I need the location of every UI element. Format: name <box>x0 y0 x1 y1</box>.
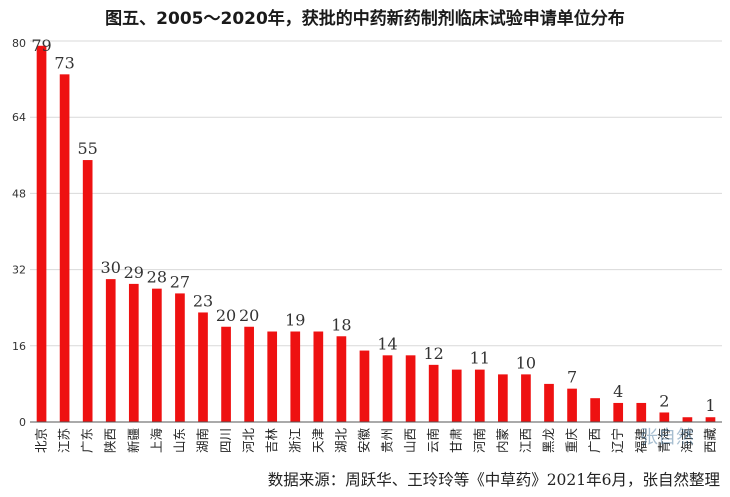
y-tick-label: 0 <box>19 416 26 429</box>
x-tick-label: 青海 <box>656 428 671 454</box>
bar-甘肃 <box>451 369 462 422</box>
x-tick-label: 四川 <box>218 428 233 453</box>
bar-新疆 <box>128 283 139 422</box>
x-tick-label: 福建 <box>633 428 648 454</box>
x-tick-label: 云南 <box>426 428 441 453</box>
data-label: 30 <box>101 258 121 277</box>
x-tick-label: 辽宁 <box>610 428 625 453</box>
bar-山西 <box>405 355 416 422</box>
data-label: 14 <box>377 334 397 353</box>
bar-河北 <box>244 326 254 422</box>
chart-title: 图五、2005～2020年，获批的中药新药制剂临床试验申请单位分布 <box>105 9 625 29</box>
gridlines <box>30 40 722 347</box>
data-label: 18 <box>331 315 351 334</box>
bar-广西 <box>590 398 600 422</box>
data-label: 4 <box>613 382 623 401</box>
x-tick-label: 江苏 <box>57 428 72 453</box>
bar-上海 <box>152 288 162 422</box>
bar-西藏 <box>705 417 716 422</box>
x-tick-label: 新疆 <box>126 428 141 453</box>
x-tick-label: 贵州 <box>380 428 395 453</box>
bar-河南 <box>474 369 485 422</box>
y-axis-ticks: 0 16 32 48 64 80 <box>12 37 26 429</box>
x-tick-label: 北京 <box>34 428 49 453</box>
bar-内蒙 <box>498 374 508 422</box>
bar-北京 <box>36 45 47 422</box>
x-tick-label: 上海 <box>149 428 164 454</box>
x-tick-label: 广西 <box>587 428 602 453</box>
data-label: 29 <box>124 263 144 282</box>
x-axis-ticks: 北京 江苏 广东 陕西 新疆 上海 山东 湖南 四川 河北 吉林 浙江 天津 湖北 安徽 贵州 山西 云南 甘肃 河南… <box>34 428 718 454</box>
bar-云南 <box>428 364 439 422</box>
x-tick-label: 安徽 <box>356 428 371 454</box>
bar-天津 <box>313 331 324 422</box>
data-label: 23 <box>193 291 213 310</box>
y-tick-label: 80 <box>12 37 26 50</box>
data-label: 79 <box>31 36 51 55</box>
x-tick-label: 湖南 <box>195 428 210 453</box>
x-tick-label: 浙江 <box>287 428 302 453</box>
data-label: 20 <box>239 306 259 325</box>
x-tick-label: 西藏 <box>702 428 717 454</box>
bar-四川 <box>221 326 231 422</box>
bar-江西 <box>521 374 531 422</box>
bar-湖北 <box>336 336 347 422</box>
data-label: 11 <box>470 349 490 368</box>
x-tick-label: 广东 <box>80 428 95 453</box>
watermark: 张自然 <box>640 427 694 448</box>
x-tick-label: 海南 <box>679 428 694 453</box>
data-label: 55 <box>77 139 97 158</box>
bar-山东 <box>175 293 185 422</box>
x-tick-label: 湖北 <box>333 428 348 454</box>
x-tick-label: 山东 <box>172 428 187 453</box>
y-tick-label: 32 <box>12 264 26 277</box>
data-label: 12 <box>423 344 443 363</box>
y-tick-label: 48 <box>12 187 26 200</box>
x-tick-label: 河南 <box>472 428 487 453</box>
x-tick-label: 重庆 <box>564 428 579 454</box>
bar-青海 <box>659 412 670 422</box>
bar-黑龙 <box>544 383 554 422</box>
y-tick-label: 16 <box>12 340 26 353</box>
bar-福建 <box>636 402 647 422</box>
data-label: 7 <box>567 368 577 387</box>
x-tick-label: 甘肃 <box>449 428 464 453</box>
bar-重庆 <box>567 388 577 422</box>
bar-海南 <box>682 417 693 422</box>
data-label: 1 <box>705 396 715 415</box>
data-label: 10 <box>516 353 536 372</box>
bars <box>36 45 716 423</box>
bar-辽宁 <box>613 402 624 422</box>
data-label: 28 <box>147 268 167 287</box>
bar-安徽 <box>359 350 370 422</box>
bar-吉林 <box>267 331 278 422</box>
data-label: 73 <box>54 53 74 72</box>
x-tick-label: 吉林 <box>264 428 279 454</box>
bar-浙江 <box>290 331 301 422</box>
bar-广东 <box>82 160 93 422</box>
x-tick-label: 天津 <box>310 428 325 453</box>
bar-江苏 <box>59 74 70 423</box>
data-label: 19 <box>285 311 305 330</box>
x-tick-label: 内蒙 <box>495 428 510 453</box>
x-tick-label: 山西 <box>403 428 418 453</box>
bar-湖南 <box>198 312 208 422</box>
y-tick-label: 64 <box>12 111 26 124</box>
source-note: 数据来源：周跃华、王玲玲等《中草药》2021年6月，张自然整理 <box>267 471 720 489</box>
x-tick-label: 黑龙 <box>541 428 556 453</box>
data-label: 20 <box>216 306 236 325</box>
bar-贵州 <box>382 355 393 422</box>
data-label: 2 <box>659 391 669 410</box>
bar-陕西 <box>105 279 116 422</box>
x-tick-label: 江西 <box>518 428 533 453</box>
x-tick-label: 陕西 <box>103 428 118 453</box>
x-tick-label: 河北 <box>241 428 256 454</box>
data-label: 27 <box>170 272 190 291</box>
